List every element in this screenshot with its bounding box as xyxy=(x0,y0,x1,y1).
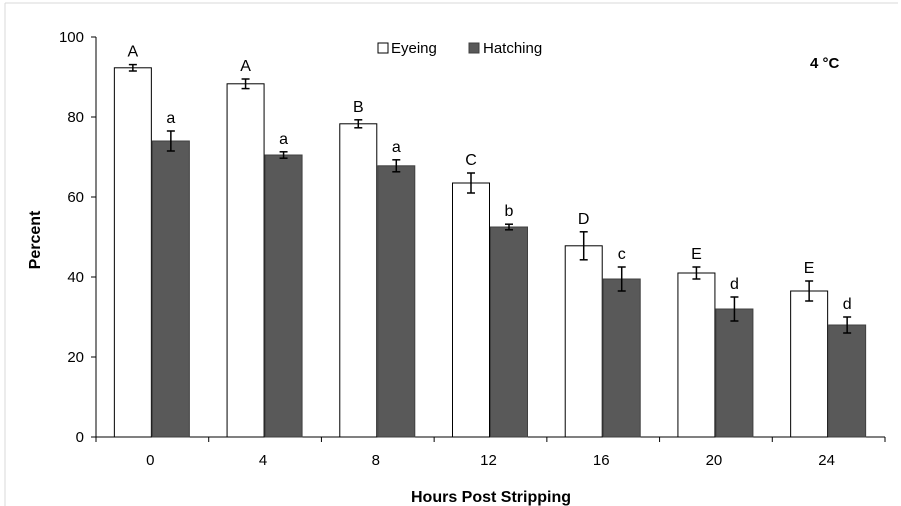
bar-hatching-16 xyxy=(602,278,641,438)
letter-eyeing-8: B xyxy=(353,99,364,116)
x-tick-label-0: 0 xyxy=(146,452,154,469)
y-axis-title: Percent xyxy=(27,210,44,269)
y-tick-label-20: 20 xyxy=(67,349,84,366)
bar-eyeing-24 xyxy=(790,290,829,438)
bar-eyeing-4 xyxy=(226,83,265,438)
y-tick-label-100: 100 xyxy=(59,29,84,46)
bar-hatching-4 xyxy=(264,154,303,438)
y-tick-label-80: 80 xyxy=(67,109,84,126)
letter-hatching-8: a xyxy=(392,139,401,156)
letter-eyeing-16: D xyxy=(578,211,590,228)
letter-hatching-12: b xyxy=(505,203,514,220)
y-tick-label-40: 40 xyxy=(67,269,84,286)
y-tick-label-60: 60 xyxy=(67,189,84,206)
letter-eyeing-4: A xyxy=(240,58,251,75)
legend-swatch-hatching xyxy=(468,42,480,54)
letter-hatching-4: a xyxy=(279,131,288,148)
legend-swatch-eyeing xyxy=(377,42,389,54)
x-tick-label-12: 12 xyxy=(480,452,497,469)
bar-hatching-24 xyxy=(828,324,867,438)
x-tick-label-4: 4 xyxy=(259,452,267,469)
bar-eyeing-8 xyxy=(339,123,378,438)
y-tick-label-0: 0 xyxy=(76,429,84,446)
letter-eyeing-12: C xyxy=(465,152,477,169)
x-tick-label-20: 20 xyxy=(706,452,723,469)
x-axis-title: Hours Post Stripping xyxy=(411,489,571,506)
bar-hatching-0 xyxy=(151,140,190,438)
x-tick-label-16: 16 xyxy=(593,452,610,469)
bar-eyeing-0 xyxy=(113,67,152,438)
x-tick-label-24: 24 xyxy=(818,452,835,469)
letter-hatching-24: d xyxy=(843,296,852,313)
bar-hatching-20 xyxy=(715,308,754,438)
legend: Eyeing Hatching xyxy=(377,40,542,57)
bar-hatching-8 xyxy=(377,165,416,438)
legend-label-eyeing: Eyeing xyxy=(391,40,437,57)
plot-area: 0 20 40 60 80 100 0 Aa 4 Aa 8 Ba 12 Cb 16 Dc 20 Ed 24 Ed xyxy=(59,29,886,469)
letter-eyeing-24: E xyxy=(804,260,815,277)
bar-eyeing-16 xyxy=(564,245,603,438)
letter-hatching-16: c xyxy=(618,246,626,263)
temperature-annotation: 4 °C xyxy=(810,55,840,72)
bar-eyeing-12 xyxy=(452,182,490,438)
letter-eyeing-20: E xyxy=(691,246,702,263)
letter-eyeing-0: A xyxy=(128,44,139,61)
bar-hatching-12 xyxy=(490,226,528,438)
x-tick-label-8: 8 xyxy=(372,452,380,469)
letter-hatching-20: d xyxy=(730,276,739,293)
legend-label-hatching: Hatching xyxy=(483,40,542,57)
letter-hatching-0: a xyxy=(166,110,175,127)
bar-eyeing-20 xyxy=(677,272,716,438)
